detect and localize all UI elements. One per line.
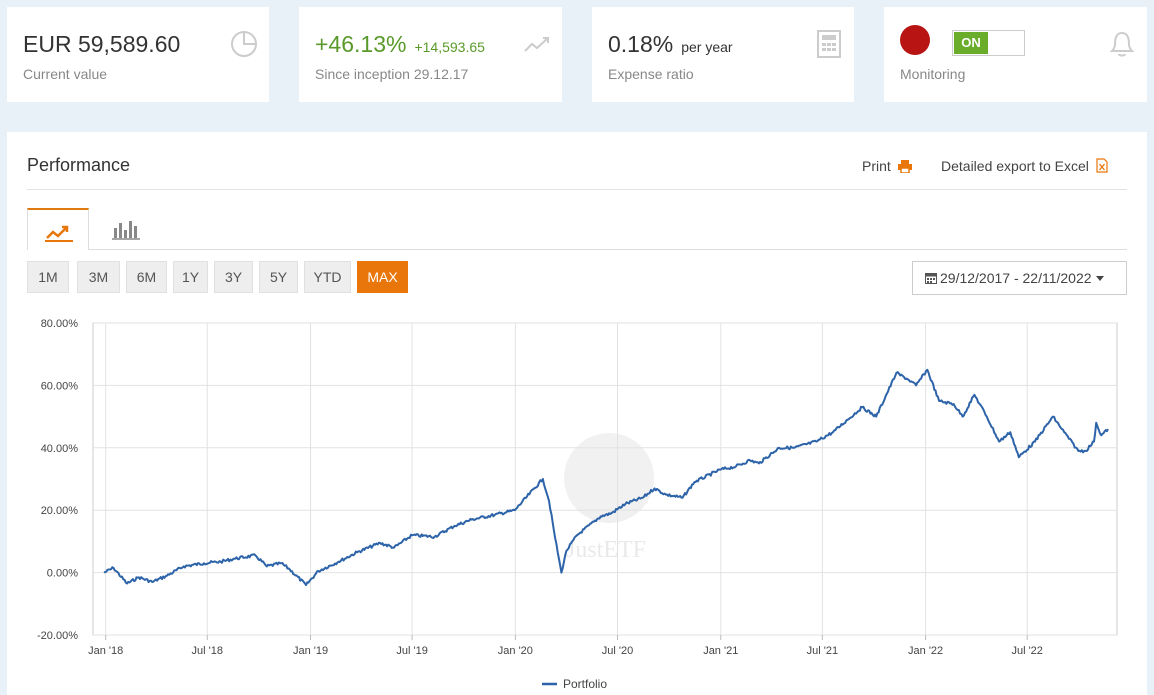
date-range-value: 29/12/2017 - 22/11/2022: [940, 270, 1092, 286]
legend-label[interactable]: Portfolio: [563, 677, 607, 691]
range-button-3m[interactable]: 3M: [77, 261, 120, 293]
current-value-card: EUR 59,589.60 Current value: [7, 7, 269, 102]
monitoring-card: ON Monitoring: [884, 7, 1147, 102]
y-tick-label: 80.00%: [41, 318, 79, 330]
current-value: EUR 59,589.60: [23, 31, 181, 57]
expense-ratio-card: 0.18% per year Expense ratio: [592, 7, 854, 102]
expense-ratio-unit: per year: [681, 39, 733, 55]
performance-absolute: +14,593.65: [414, 39, 485, 55]
monitoring-label: Monitoring: [900, 66, 966, 82]
expense-ratio-value: 0.18% per year: [608, 31, 733, 58]
performance-card: +46.13% +14,593.65 Since inception 29.12.…: [299, 7, 562, 102]
range-button-3y[interactable]: 3Y: [214, 261, 253, 293]
performance-panel: Performance Print Detailed export to Exc…: [7, 132, 1147, 695]
pie-chart-icon: [231, 31, 257, 57]
y-tick-label: 0.00%: [47, 568, 78, 580]
monitoring-status-dot: [900, 25, 930, 55]
calendar-icon: [925, 273, 937, 284]
performance-value: +46.13% +14,593.65: [315, 31, 485, 58]
date-range-picker[interactable]: 29/12/2017 - 22/11/2022: [912, 261, 1127, 295]
x-tick-label: Jan '21: [703, 645, 738, 657]
bar-chart-icon: [112, 221, 140, 240]
tab-divider: [27, 249, 1127, 250]
excel-export-link[interactable]: Detailed export to Excel: [941, 158, 1108, 174]
chevron-down-icon: [1095, 276, 1104, 281]
x-tick-label: Jul '19: [396, 645, 427, 657]
range-button-1m[interactable]: 1M: [27, 261, 69, 293]
x-tick-label: Jul '21: [807, 645, 838, 657]
y-tick-label: 20.00%: [41, 505, 79, 517]
current-value-label: Current value: [23, 66, 108, 82]
x-tick-label: Jul '20: [602, 645, 633, 657]
x-tick-label: Jan '22: [908, 645, 943, 657]
since-inception-label: Since inception 29.12.17: [315, 66, 469, 82]
watermark-text: JustETF: [566, 537, 646, 563]
x-tick-label: Jul '22: [1011, 645, 1042, 657]
expense-ratio-label: Expense ratio: [608, 66, 694, 82]
series-line-portfolio: [103, 368, 1109, 587]
range-button-5y[interactable]: 5Y: [259, 261, 298, 293]
performance-percent: +46.13%: [315, 31, 407, 57]
calculator-icon: [817, 30, 841, 58]
performance-title: Performance: [27, 155, 131, 175]
print-label: Print: [862, 158, 891, 174]
tab-bar-chart[interactable]: [97, 208, 159, 250]
trend-line-icon: [524, 37, 549, 52]
bell-icon[interactable]: [1107, 29, 1137, 59]
range-button-ytd[interactable]: YTD: [304, 261, 351, 293]
y-tick-label: 40.00%: [41, 443, 79, 455]
monitoring-toggle[interactable]: ON: [952, 30, 1025, 56]
expense-ratio-percent: 0.18%: [608, 31, 674, 57]
range-button-6m[interactable]: 6M: [126, 261, 167, 293]
x-tick-label: Jan '18: [88, 645, 123, 657]
y-tick-label: -20.00%: [37, 630, 78, 642]
excel-file-icon: [1096, 158, 1108, 173]
line-chart-icon: [45, 225, 73, 242]
x-tick-label: Jan '20: [498, 645, 533, 657]
tab-line-chart[interactable]: [27, 208, 89, 250]
monitoring-toggle-on: ON: [954, 32, 988, 54]
y-tick-label: 60.00%: [41, 380, 79, 392]
x-tick-label: Jan '19: [293, 645, 328, 657]
range-button-1y[interactable]: 1Y: [173, 261, 208, 293]
header-divider: [27, 189, 1127, 190]
x-tick-label: Jul '18: [192, 645, 223, 657]
range-button-max[interactable]: MAX: [357, 261, 408, 293]
print-link[interactable]: Print: [862, 158, 912, 174]
excel-export-label: Detailed export to Excel: [941, 158, 1089, 174]
